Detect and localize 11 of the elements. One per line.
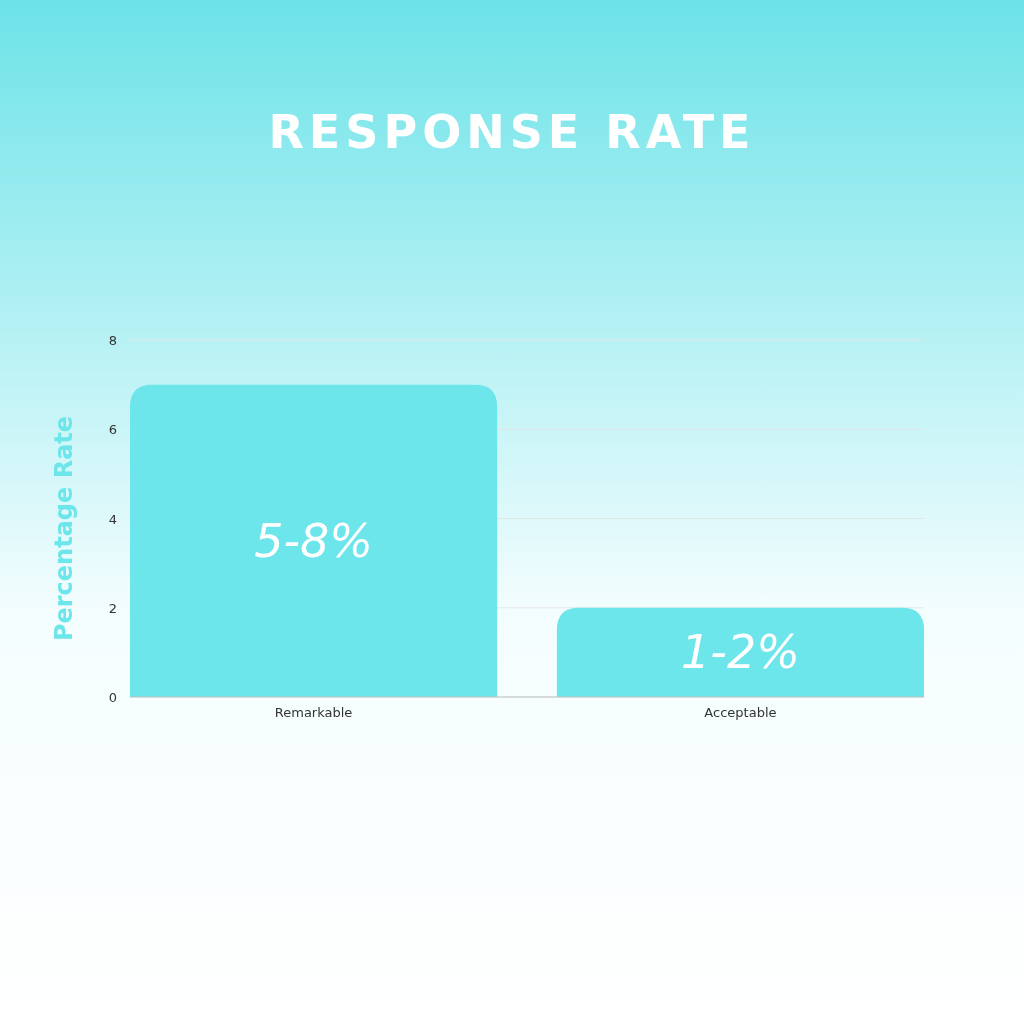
- annotation: 5-8%: [254, 513, 373, 568]
- x-tick-label: Acceptable: [704, 705, 777, 720]
- y-tick-label: 8: [108, 333, 117, 348]
- x-tick-label: Remarkable: [274, 705, 353, 720]
- y-axis-title: Percentage Rate: [50, 415, 78, 642]
- y-tick-label: 4: [108, 511, 117, 527]
- y-tick-label: 2: [108, 600, 117, 616]
- y-tick-label: 0: [108, 690, 117, 705]
- annotation: 1-2%: [681, 625, 800, 680]
- chart-title: RESPONSE RATE: [268, 105, 756, 159]
- y-tick-label: 6: [108, 422, 117, 438]
